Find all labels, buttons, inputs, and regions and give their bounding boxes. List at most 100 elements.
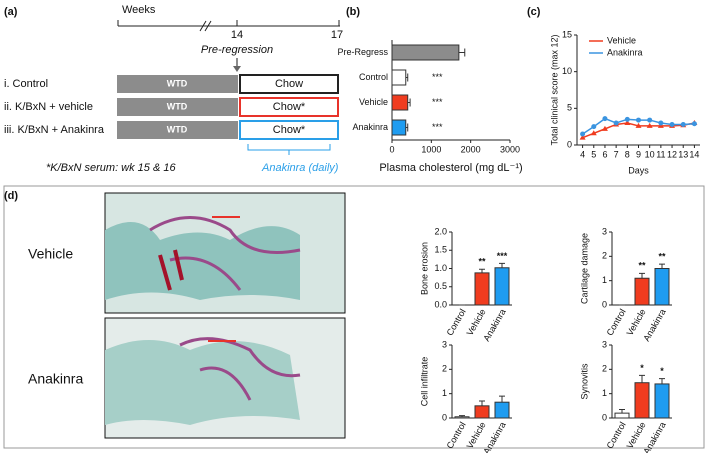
bar [474,272,490,306]
y-tick-label: 1.5 [434,245,447,255]
chow-box [239,97,339,117]
point [680,121,686,127]
wtd-box [117,98,238,116]
point [658,120,664,126]
chow-box [239,120,339,140]
x-tick-label: 4 [580,149,585,159]
cartilage [179,337,301,401]
point [646,122,653,128]
timeline-title: Weeks [122,4,156,16]
y-tick-label: 10 [562,66,572,76]
error-bar [639,272,645,279]
bar [454,416,470,419]
x-tick-label: 13 [678,149,688,159]
histology-image [104,192,346,439]
x-axis-label: Plasma cholesterol (mg dL⁻¹) [379,162,522,174]
y-tick-label: 3 [442,339,447,349]
point [579,134,586,140]
bar [634,277,650,306]
y-tick-label: 1 [602,388,607,398]
significance: *** [432,72,443,82]
phase-label: Pre-regression [201,44,273,56]
point [691,121,697,127]
x-tick-label: 0 [389,144,394,154]
error-bar [407,98,411,107]
point [624,116,630,122]
wtd-box [117,75,238,93]
error-bar [499,395,505,403]
week-label: 14 [231,29,243,41]
bar [391,44,460,61]
panel-label: (d) [4,190,18,202]
bar [614,412,630,419]
y-tick-label: Control [359,72,388,82]
y-tick-label: 1 [442,388,447,398]
error-bar [619,408,625,414]
point [636,117,641,123]
x-tick-label: 2000 [461,144,481,154]
significance: ** [638,261,646,271]
bar [494,401,510,419]
bar [494,267,510,306]
y-tick-label: Anakinra [352,122,388,132]
y-tick-label: 1 [602,275,607,285]
error-bar [499,262,505,268]
bar [391,69,407,86]
legend-label: Vehicle [607,35,636,45]
footnote: *K/BxN serum: wk 15 & 16 [46,162,176,174]
legend-label: Anakinra [607,47,643,57]
y-tick-label: 0 [442,412,447,422]
error-bar [405,73,409,82]
x-tick-label: 12 [667,149,677,159]
tissue [105,340,300,425]
x-axis-label: Days [628,165,649,175]
bracket [247,144,331,155]
diet-label: WTD [167,101,188,111]
error-bar [639,374,645,383]
y-tick-label: 2 [602,364,607,374]
axis-break [199,20,212,32]
y-tick-label: Vehicle [359,97,388,107]
error-bar [405,123,409,132]
significance: ** [658,251,666,261]
timeline-diagram: Weeks 14 17 Pre-regression i. Control WT… [4,4,343,174]
point [635,122,642,128]
point [602,116,608,122]
y-tick-label: 2 [602,251,607,261]
y-tick-label: Pre-Regress [337,47,388,57]
y-axis-label: Cell infiltrate [419,357,429,407]
point [591,124,597,130]
chow-label: Chow* [273,124,306,136]
x-tick-label: 5 [591,149,596,159]
bar [474,405,490,419]
wtd-box [117,121,238,139]
x-tick-label: 8 [625,149,630,159]
y-tick-label: 1.0 [434,263,447,273]
x-tick-label: 10 [645,149,655,159]
bar [654,268,670,306]
x-tick-label: 11 [656,149,665,159]
y-tick-label: 0.0 [434,299,447,309]
bar [634,382,650,419]
panel-label: (c) [527,6,541,18]
histology-label: Anakinra [28,371,83,387]
point [669,121,675,127]
x-tick-label: 1000 [421,144,441,154]
y-tick-label: 3 [602,339,607,349]
point [647,117,653,123]
y-tick-label: 2 [442,364,447,374]
significance: *** [432,97,443,107]
point [613,120,619,126]
error-bar [459,415,465,417]
x-tick-label: 3000 [500,144,520,154]
significance: * [660,366,664,376]
y-tick-label: 15 [562,29,572,39]
panel-label: (a) [4,6,18,18]
point [590,130,597,136]
x-tick-label: 6 [602,149,607,159]
point [580,131,586,137]
error-bar [659,378,665,384]
y-tick-label: 5 [567,103,572,113]
y-tick-label: 0.5 [434,281,447,291]
